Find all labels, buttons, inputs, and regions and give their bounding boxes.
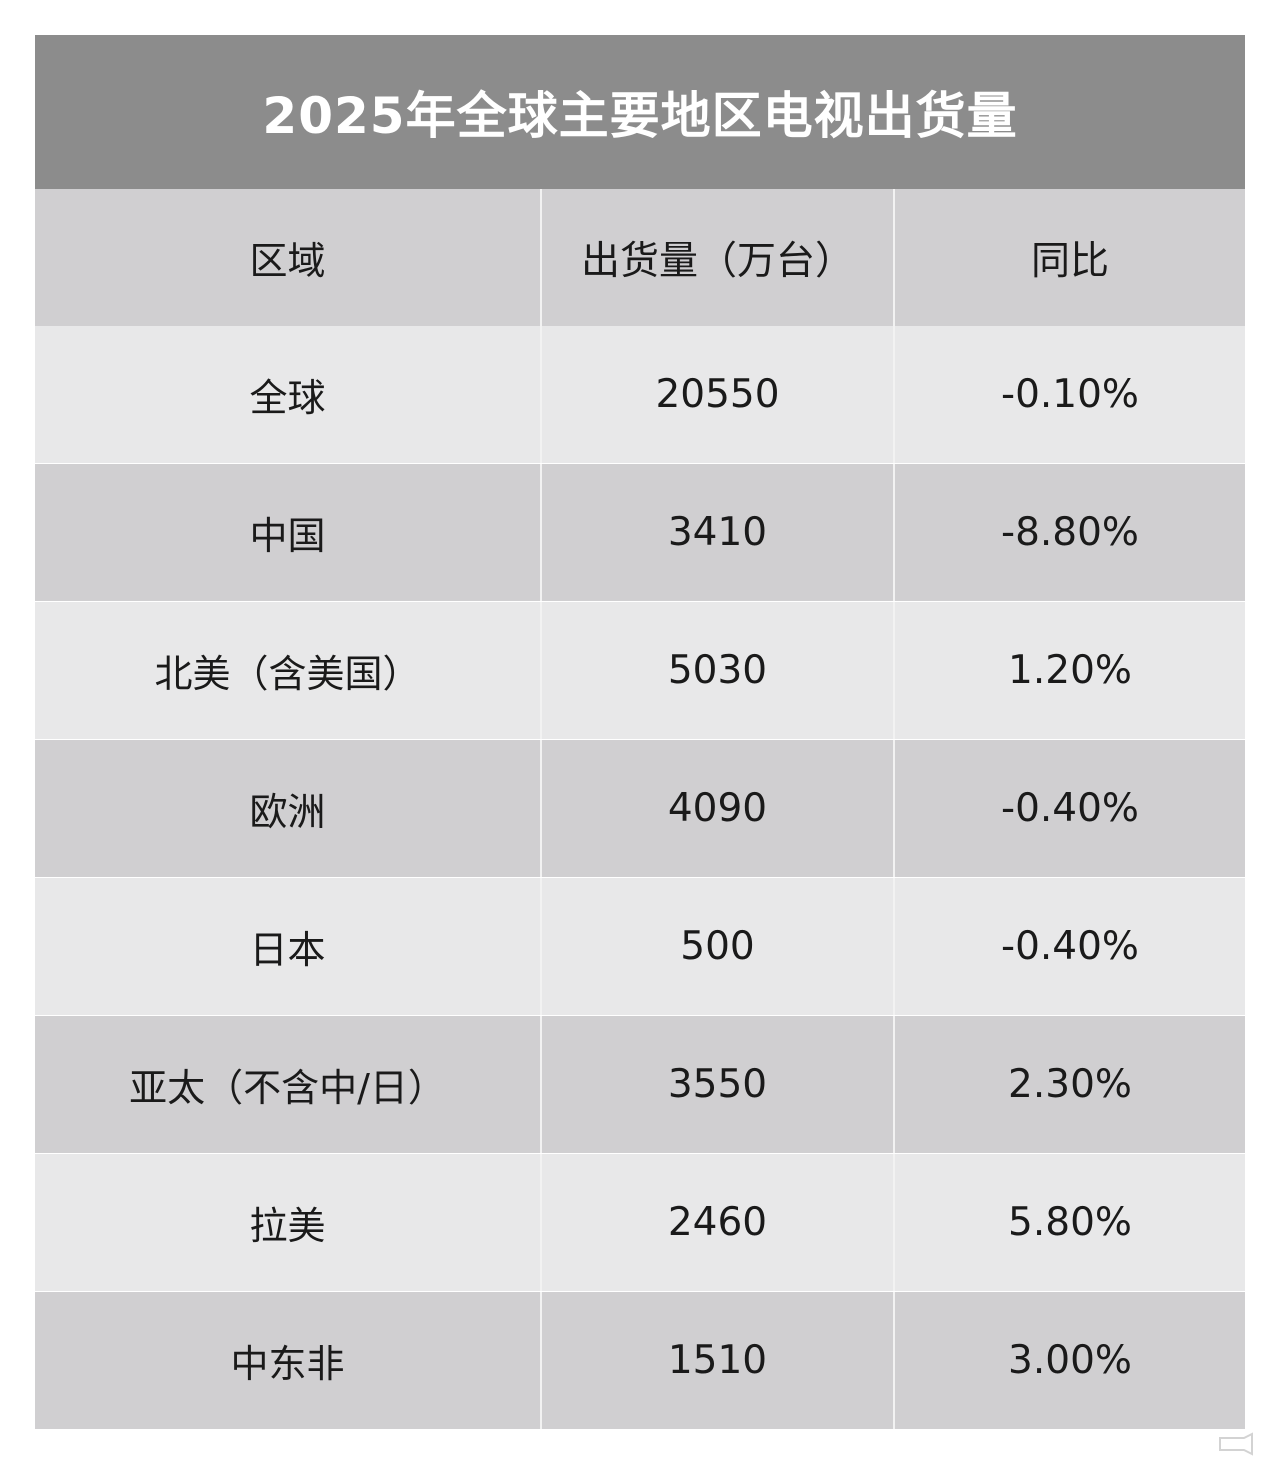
cell-region: 中东非 — [35, 1292, 540, 1429]
table-row: 欧洲 4090 -0.40% — [35, 740, 1245, 877]
column-header-yoy: 同比 — [893, 189, 1245, 326]
table-title: 2025年全球主要地区电视出货量 — [35, 35, 1245, 189]
cell-yoy: -8.80% — [893, 464, 1245, 601]
cell-shipment: 1510 — [540, 1292, 893, 1429]
table-row: 拉美 2460 5.80% — [35, 1154, 1245, 1291]
cell-yoy: -0.40% — [893, 878, 1245, 1015]
cell-shipment: 3550 — [540, 1016, 893, 1153]
cell-region: 中国 — [35, 464, 540, 601]
cell-shipment: 4090 — [540, 740, 893, 877]
cell-shipment: 500 — [540, 878, 893, 1015]
cell-yoy: 1.20% — [893, 602, 1245, 739]
cell-region: 日本 — [35, 878, 540, 1015]
table-row: 中国 3410 -8.80% — [35, 464, 1245, 601]
watermark-icon — [1219, 1432, 1253, 1456]
cell-shipment: 2460 — [540, 1154, 893, 1291]
cell-shipment: 3410 — [540, 464, 893, 601]
cell-yoy: 2.30% — [893, 1016, 1245, 1153]
column-header-shipment: 出货量（万台） — [540, 189, 893, 326]
cell-yoy: 3.00% — [893, 1292, 1245, 1429]
cell-region: 欧洲 — [35, 740, 540, 877]
cell-yoy: 5.80% — [893, 1154, 1245, 1291]
cell-shipment: 20550 — [540, 326, 893, 463]
cell-region: 亚太（不含中/日） — [35, 1016, 540, 1153]
table-header-row: 区域 出货量（万台） 同比 — [35, 189, 1245, 326]
cell-region: 全球 — [35, 326, 540, 463]
cell-region: 拉美 — [35, 1154, 540, 1291]
cell-region: 北美（含美国） — [35, 602, 540, 739]
table-row: 全球 20550 -0.10% — [35, 326, 1245, 463]
shipment-table: 2025年全球主要地区电视出货量 区域 出货量（万台） 同比 全球 20550 -0… — [35, 35, 1245, 1429]
table-row: 亚太（不含中/日） 3550 2.30% — [35, 1016, 1245, 1153]
table-body: 全球 20550 -0.10% 中国 3410 -8.80% 北美（含美国） 5030 1.20… — [35, 326, 1245, 1429]
table-row: 北美（含美国） 5030 1.20% — [35, 602, 1245, 739]
cell-shipment: 5030 — [540, 602, 893, 739]
cell-yoy: -0.10% — [893, 326, 1245, 463]
table-row: 中东非 1510 3.00% — [35, 1292, 1245, 1429]
cell-yoy: -0.40% — [893, 740, 1245, 877]
table-row: 日本 500 -0.40% — [35, 878, 1245, 1015]
column-header-region: 区域 — [35, 189, 540, 326]
